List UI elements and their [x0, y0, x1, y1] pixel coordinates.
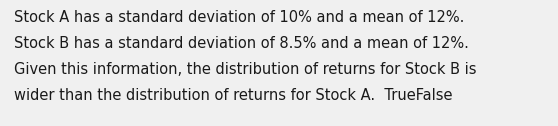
Text: Given this information, the distribution of returns for Stock B is: Given this information, the distribution… [14, 62, 477, 77]
Text: Stock A has a standard deviation of 10% and a mean of 12%.: Stock A has a standard deviation of 10% … [14, 10, 464, 25]
Text: wider than the distribution of returns for Stock A.  TrueFalse: wider than the distribution of returns f… [14, 88, 453, 103]
Text: Stock B has a standard deviation of 8.5% and a mean of 12%.: Stock B has a standard deviation of 8.5%… [14, 36, 469, 51]
